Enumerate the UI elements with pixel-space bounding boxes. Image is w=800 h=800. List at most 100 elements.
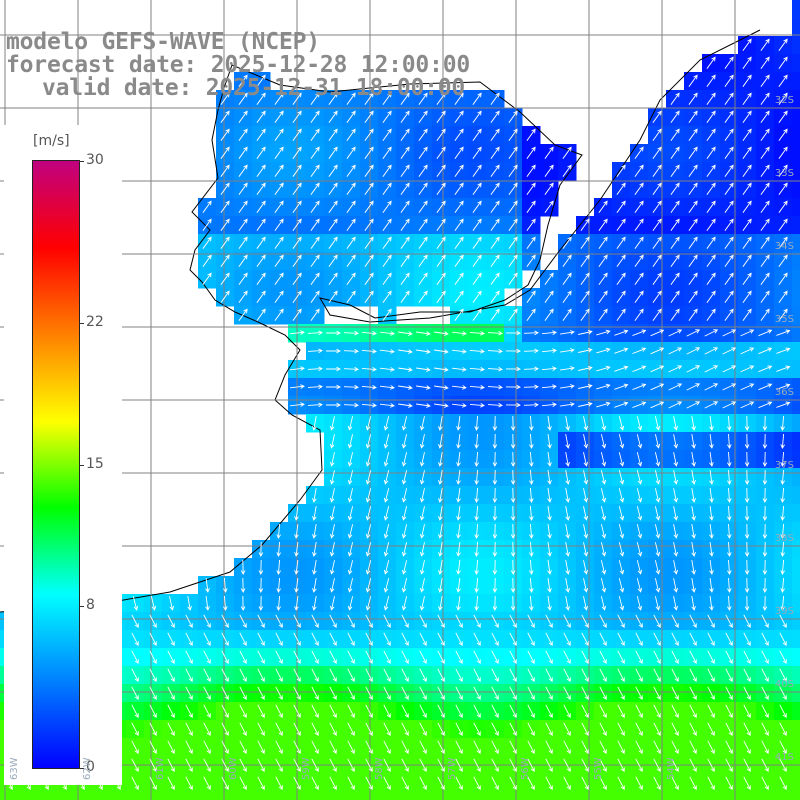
wind-arrow <box>691 434 696 449</box>
wind-arrow <box>292 182 302 195</box>
wind-arrow <box>668 401 683 409</box>
wind-arrow <box>670 164 680 177</box>
wind-arrow <box>724 200 734 213</box>
wind-arrow <box>668 365 683 373</box>
wind-arrow <box>706 182 716 195</box>
wind-arrow <box>600 488 607 503</box>
wind-arrow <box>510 595 516 611</box>
wind-arrow <box>599 758 607 773</box>
latitude-label: 40S <box>774 679 794 690</box>
wind-arrow <box>686 383 701 391</box>
wind-arrow <box>472 254 482 267</box>
wind-arrow <box>257 758 265 773</box>
wind-arrow <box>776 347 791 354</box>
wind-arrow <box>706 146 716 159</box>
wind-arrow <box>472 128 482 141</box>
wind-arrow <box>600 524 607 539</box>
wind-arrow <box>437 614 445 629</box>
wind-arrow <box>706 92 716 105</box>
wind-arrow <box>438 416 443 431</box>
wind-arrow <box>492 595 498 611</box>
wind-arrow <box>185 740 193 755</box>
wind-arrow <box>653 650 661 665</box>
wind-speed-cell <box>36 792 55 800</box>
wind-arrow <box>292 272 302 285</box>
wind-arrow <box>292 236 302 249</box>
wind-speed-cell <box>306 792 325 800</box>
wind-arrow <box>762 595 768 611</box>
wind-arrow <box>456 488 461 503</box>
wind-arrow <box>580 290 590 303</box>
wind-arrow <box>725 740 733 755</box>
wind-speed-cell <box>792 612 800 631</box>
wind-arrow <box>689 704 697 719</box>
wind-arrow <box>239 722 247 737</box>
wind-arrow <box>240 595 246 611</box>
wind-arrow <box>563 632 571 647</box>
wind-arrow <box>492 577 498 593</box>
wind-arrow <box>436 200 446 213</box>
wind-arrow <box>760 182 770 195</box>
wind-arrow <box>418 236 428 249</box>
wind-arrow <box>618 524 625 539</box>
wind-arrow <box>527 650 535 665</box>
wind-arrow <box>654 488 661 503</box>
wind-arrow <box>526 236 536 249</box>
wind-arrow <box>706 128 716 141</box>
wind-arrow <box>707 776 715 791</box>
wind-arrow <box>508 146 518 159</box>
wind-arrow <box>275 776 283 791</box>
wind-arrow <box>616 254 626 267</box>
wind-arrow <box>762 415 768 431</box>
wind-arrow <box>562 290 572 303</box>
wind-arrow <box>400 218 410 231</box>
wind-arrow <box>562 308 572 321</box>
wind-arrow <box>709 488 714 503</box>
wind-arrow <box>329 596 335 611</box>
wind-arrow <box>689 776 697 791</box>
wind-arrow <box>565 578 570 593</box>
wind-arrow <box>491 650 499 665</box>
wind-arrow <box>614 401 629 408</box>
longitude-label: 58W <box>374 757 385 780</box>
wind-arrow <box>185 758 193 773</box>
wind-arrow <box>326 402 341 408</box>
wind-arrow <box>474 451 479 467</box>
wind-arrow <box>523 330 539 336</box>
wind-arrow <box>383 560 390 575</box>
wind-arrow <box>544 146 554 159</box>
wind-arrow <box>599 722 607 737</box>
wind-arrow <box>203 722 211 737</box>
wind-arrow <box>452 349 467 354</box>
wind-arrow <box>742 290 752 303</box>
wind-arrow <box>474 523 479 539</box>
wind-arrow <box>492 487 498 503</box>
wind-arrow <box>614 383 629 390</box>
wind-arrow <box>310 110 320 123</box>
wind-arrow <box>346 254 356 267</box>
wind-arrow <box>580 254 590 267</box>
wind-arrow <box>492 505 498 521</box>
wind-arrow <box>632 347 647 355</box>
wind-arrow <box>307 366 323 372</box>
wind-arrow <box>346 290 356 303</box>
wind-arrow <box>346 200 356 213</box>
wind-arrow <box>779 614 787 629</box>
wind-speed-cell <box>468 792 487 800</box>
wind-arrow <box>382 290 392 303</box>
wind-arrow <box>709 434 714 449</box>
wind-arrow <box>223 595 228 611</box>
wind-arrow <box>492 541 498 557</box>
wind-arrow <box>671 614 679 629</box>
wind-arrow <box>276 523 281 539</box>
wind-arrow <box>778 236 788 249</box>
wind-arrow <box>780 595 785 611</box>
wind-speed-cell <box>396 792 415 800</box>
wind-arrow <box>583 416 589 431</box>
wind-arrow <box>398 331 413 336</box>
wind-arrow <box>257 668 265 683</box>
wind-arrow <box>523 402 539 408</box>
wind-arrow <box>149 722 157 737</box>
wind-arrow <box>490 128 500 141</box>
